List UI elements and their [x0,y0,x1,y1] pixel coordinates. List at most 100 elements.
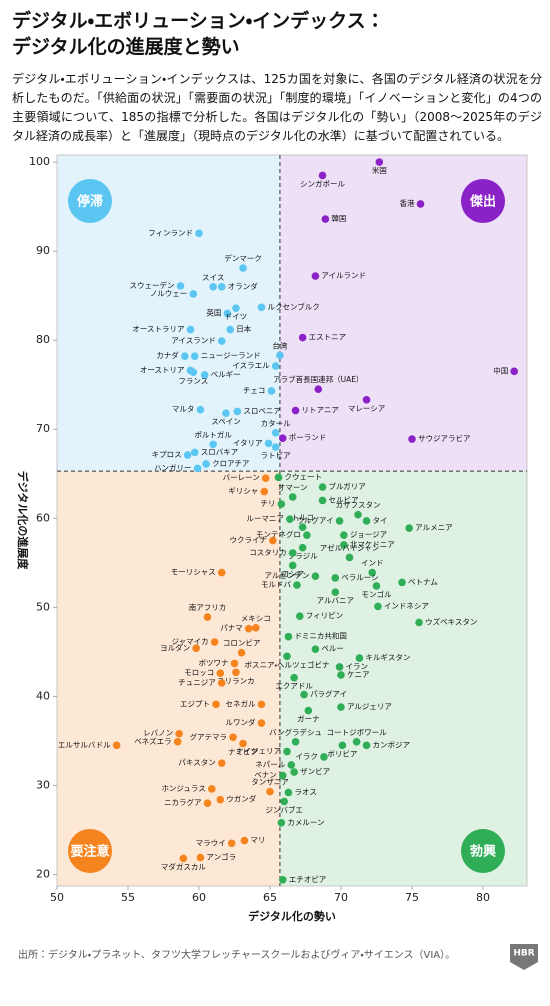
point-label: ノルウェー [150,289,188,298]
title: デジタル・エボリューション・インデックス： デジタル化の進展度と勢い [12,8,542,60]
description: デジタル・エボリューション・インデックスは、125カ国を対象に、各国のデジタル経… [12,72,542,143]
point-label: ルワンダ [225,717,255,727]
point-label: カメルーン [287,818,324,827]
point-label: キルギスタン [365,653,410,662]
point-label: ホンジュラス [161,784,205,793]
point-label: モンテネグロ [256,529,301,539]
point [173,737,182,746]
point-label: ギリシャ [228,487,258,496]
point [321,215,330,223]
quadrant-badge [461,829,505,873]
point-label: カザフスタン [336,501,381,510]
y-tick-label: 90 [36,244,50,257]
point-label: ナイジェリア [236,747,281,756]
y-tick-label: 30 [36,778,50,791]
point-label: ウズベキスタン [425,616,477,626]
point [260,487,269,496]
point-label: インドネシア [384,601,429,610]
point [284,788,293,797]
point [267,387,276,395]
point [186,325,195,334]
point [331,574,340,582]
quadrant-badge [68,829,112,873]
x-tick-label: 50 [50,891,64,904]
point [180,352,189,361]
point-label: オーストリア [140,365,185,374]
point [355,654,364,662]
point [240,836,249,845]
point-label: 南アフリカ [189,602,227,612]
point-label: スロバキア [201,447,239,456]
point-label: エストニア [309,333,347,342]
logo: HBR [510,944,538,970]
point-label: フィンランド [148,228,193,237]
point [183,451,192,459]
x-tick-label: 80 [476,891,490,904]
point [274,473,283,482]
x-tick-label: 60 [192,891,206,904]
point [229,733,237,742]
point [271,428,280,437]
point [261,474,270,483]
point [277,500,286,508]
point-label: ベラルーシ [341,573,378,582]
quadrant-label: 要注意 [70,844,109,860]
point [217,759,226,767]
title-line: デジタル化の進展度と勢い [12,36,240,58]
point [284,632,293,641]
point-label: 米国 [372,165,387,175]
point-label: 中国 [493,365,508,375]
point [283,747,291,756]
point [266,787,274,796]
quadrant-label: 傑出 [469,194,496,210]
point-label: ボツワナ [198,658,228,667]
point [196,405,205,414]
point-label: セルビア [329,495,359,504]
point-label: ラオス [294,788,317,797]
point-label: シンガポール [300,178,345,188]
point-label: フランス [178,376,208,385]
point-label: カタール [261,419,291,428]
point-label: ザンビア [300,767,330,776]
point-label: タンザニア [251,778,289,787]
point [196,853,205,862]
point [335,517,344,525]
point [209,282,217,291]
point-label: エジプト [180,699,210,708]
point-label: グアテマラ [190,731,228,741]
point-label: アルバニア [317,596,354,605]
point [372,582,381,590]
point [298,333,307,342]
y-tick-label: 100 [29,155,50,168]
point [189,290,198,298]
point [345,553,354,562]
point [230,659,239,668]
point-label: ケニア [347,670,370,679]
point [298,543,307,552]
point [362,741,371,750]
point-label: ガーナ [297,714,320,724]
point [416,200,425,208]
point-label: スペイン [211,417,240,426]
point [112,741,121,750]
point-label: セネガル [225,698,255,708]
y-tick-label: 40 [36,689,50,702]
point [239,264,247,272]
point [222,409,230,418]
point-label: パラグアイ [310,689,347,699]
point-label: アイルランド [321,271,366,280]
point [226,325,235,334]
point-label: ベトナム [408,577,438,586]
point-label: フィリピン [306,611,343,620]
point-label: ベナン [254,771,277,780]
title-line: デジタル・エボリューション・インデックス： [12,10,385,32]
y-tick-label: 50 [36,600,50,613]
x-tick-label: 65 [263,891,277,904]
point [293,581,301,589]
point [207,785,216,793]
point [217,679,226,687]
point [368,568,377,577]
point [244,624,253,633]
point-label: デンマーク [224,253,262,263]
point-label: エクアドル [275,682,313,691]
